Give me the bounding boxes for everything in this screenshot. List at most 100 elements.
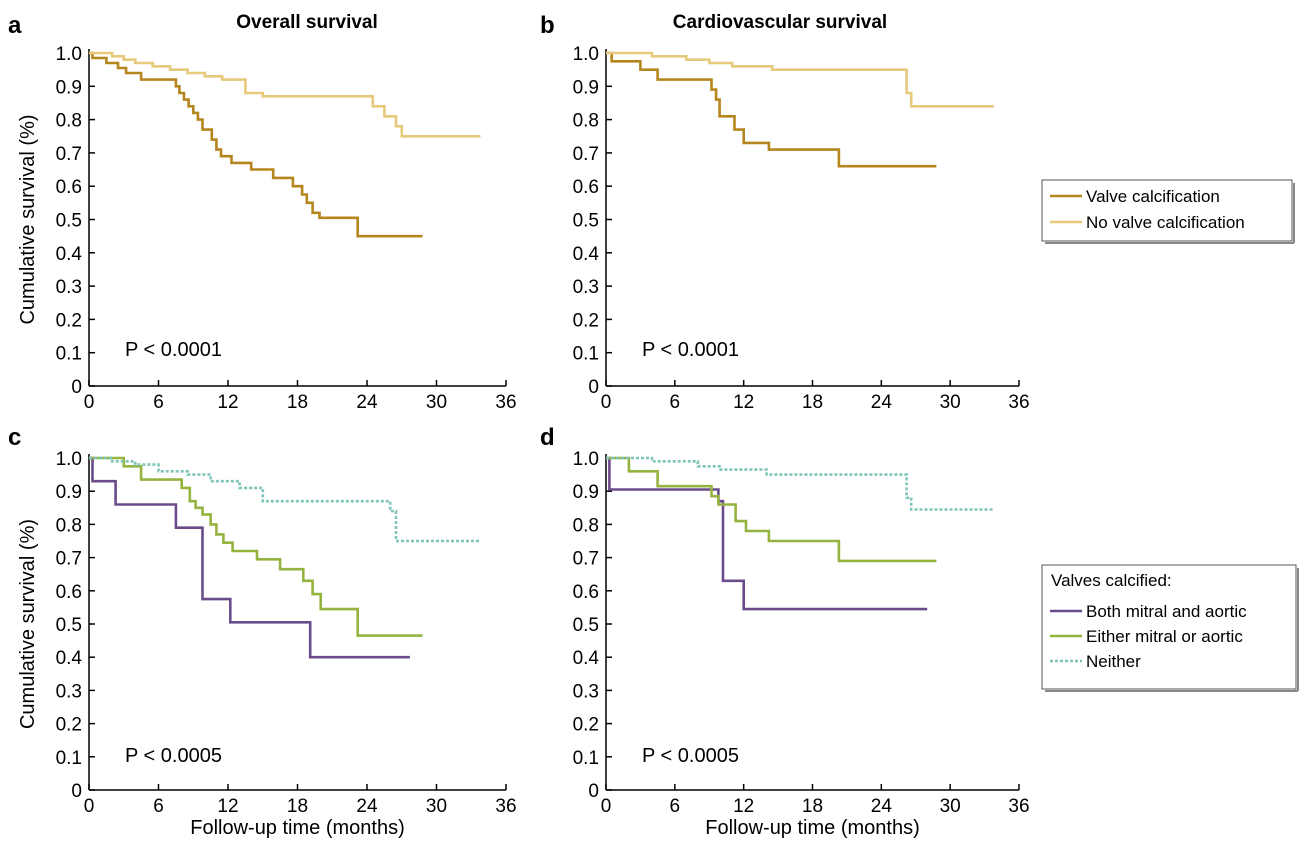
x-tick-label: 0	[601, 796, 612, 817]
y-tick-label: 0.3	[56, 681, 82, 702]
y-tick-label: 0.8	[573, 111, 599, 132]
y-tick-label: 0.6	[573, 177, 599, 198]
x-tick-label: 0	[84, 392, 95, 413]
p-value-annotation: P < 0.0005	[642, 745, 739, 767]
x-tick-label: 30	[940, 392, 961, 413]
legend-label: No valve calcification	[1086, 213, 1245, 232]
y-axis-title: Cumulative survival (%)	[17, 519, 39, 729]
series-line-neither	[606, 456, 994, 511]
y-tick-label: 0.2	[56, 715, 82, 736]
y-tick-label: 0.9	[56, 482, 82, 503]
series-line-valve-calcification	[606, 51, 937, 168]
series-line-no-valve-calcification	[89, 51, 481, 138]
y-tick-label: 1.0	[573, 44, 599, 65]
x-tick-label: 36	[1008, 392, 1029, 413]
y-tick-label: 0.7	[56, 144, 82, 165]
legend-label: Neither	[1086, 652, 1141, 671]
x-tick-label: 12	[733, 796, 754, 817]
x-axis-title: Follow-up time (months)	[705, 817, 920, 839]
legend-bottom: Valves calcified: Both mitral and aortic E…	[1041, 564, 1299, 692]
legend-box	[1041, 179, 1293, 242]
x-tick-label: 24	[356, 796, 378, 817]
panel-letter-c: c	[8, 424, 21, 451]
x-tick-label: 36	[1008, 796, 1029, 817]
x-tick-label: 18	[802, 796, 823, 817]
panel-c: c 0 0.1 0.2 0.3 0.4 0.5 0.6 0.7 0.8 0.9 1.0 0 6 12 18 24…	[8, 424, 517, 839]
x-tick-label: 24	[871, 796, 893, 817]
y-tick-label: 0.5	[56, 615, 82, 636]
panel-d: d 0 0.1 0.2 0.3 0.4 0.5 0.6 0.7 0.8 0.9 1.0 0 6 12 18 24…	[540, 424, 1030, 839]
x-tick-label: 0	[601, 392, 612, 413]
y-tick-label: 0.7	[56, 549, 82, 570]
y-tick-label: 0	[71, 781, 82, 802]
series-line-both-mitral-and-aortic	[606, 456, 928, 611]
legend-top: Valve calcification No valve calcificatio…	[1041, 179, 1295, 244]
x-tick-label: 24	[356, 392, 378, 413]
y-tick-label: 0.4	[56, 244, 83, 265]
y-tick-label: 0.6	[56, 177, 82, 198]
y-tick-label: 1.0	[56, 44, 82, 65]
x-tick-label: 30	[426, 392, 447, 413]
series-line-no-valve-calcification	[606, 51, 994, 108]
y-tick-label: 0.5	[56, 211, 82, 232]
x-tick-label: 12	[217, 796, 238, 817]
x-tick-label: 36	[495, 392, 516, 413]
x-tick-label: 30	[426, 796, 447, 817]
y-tick-label: 0.8	[56, 515, 82, 536]
p-value-annotation: P < 0.0001	[642, 339, 739, 361]
panel-title: Overall survival	[236, 12, 378, 33]
p-value-annotation: P < 0.0005	[125, 745, 222, 767]
legend-label: Either mitral or aortic	[1086, 627, 1243, 646]
x-tick-label: 18	[287, 392, 308, 413]
x-tick-label: 6	[153, 392, 164, 413]
y-tick-label: 0.3	[573, 681, 599, 702]
y-tick-label: 0.4	[573, 648, 600, 669]
y-tick-label: 0.2	[573, 310, 599, 331]
x-tick-label: 12	[733, 392, 754, 413]
y-tick-label: 0.2	[56, 310, 82, 331]
y-axis-title: Cumulative survival (%)	[17, 114, 39, 324]
y-tick-label: 0.5	[573, 211, 599, 232]
y-tick-label: 0	[71, 377, 82, 398]
y-tick-label: 0.4	[56, 648, 83, 669]
panel-letter-b: b	[540, 12, 555, 39]
y-tick-label: 0.8	[573, 515, 599, 536]
panel-title: Cardiovascular survival	[673, 12, 887, 33]
legend-label: Both mitral and aortic	[1086, 602, 1247, 621]
y-tick-label: 0.3	[56, 277, 82, 298]
y-tick-label: 0.8	[56, 111, 82, 132]
series-line-either-mitral-or-aortic	[606, 456, 937, 563]
y-tick-label: 0.1	[573, 344, 599, 365]
x-tick-label: 18	[802, 392, 823, 413]
x-tick-label: 6	[670, 796, 681, 817]
x-tick-label: 30	[940, 796, 961, 817]
y-tick-label: 0.1	[56, 344, 82, 365]
x-tick-label: 24	[871, 392, 893, 413]
x-tick-label: 36	[495, 796, 516, 817]
y-tick-label: 0.6	[573, 582, 599, 603]
p-value-annotation: P < 0.0001	[125, 339, 222, 361]
y-tick-label: 0.9	[56, 77, 82, 98]
y-tick-label: 0.4	[573, 244, 600, 265]
series-line-valve-calcification	[89, 51, 423, 238]
panel-b: b Cardiovascular survival 0 0.1 0.2 0.3 0.4 0.5…	[540, 12, 1030, 413]
y-tick-label: 0.5	[573, 615, 599, 636]
y-tick-label: 0.1	[56, 748, 82, 769]
y-tick-label: 0.2	[573, 715, 599, 736]
series-line-neither	[89, 456, 481, 543]
y-tick-label: 0.1	[573, 748, 599, 769]
x-tick-label: 6	[153, 796, 164, 817]
y-tick-label: 0.7	[573, 549, 599, 570]
x-axis-title: Follow-up time (months)	[190, 817, 405, 839]
legend-box	[1041, 564, 1297, 690]
y-tick-label: 0.7	[573, 144, 599, 165]
y-tick-label: 0.9	[573, 482, 599, 503]
y-tick-label: 1.0	[573, 449, 599, 470]
legend-label: Valve calcification	[1086, 187, 1220, 206]
y-tick-label: 0.9	[573, 77, 599, 98]
x-tick-label: 6	[670, 392, 681, 413]
panel-a: a Overall survival 0 0.1 0.2 0.3 0.4 0.5 0.6 0.7 0…	[8, 12, 517, 413]
y-tick-label: 0	[588, 781, 599, 802]
y-tick-label: 1.0	[56, 449, 82, 470]
